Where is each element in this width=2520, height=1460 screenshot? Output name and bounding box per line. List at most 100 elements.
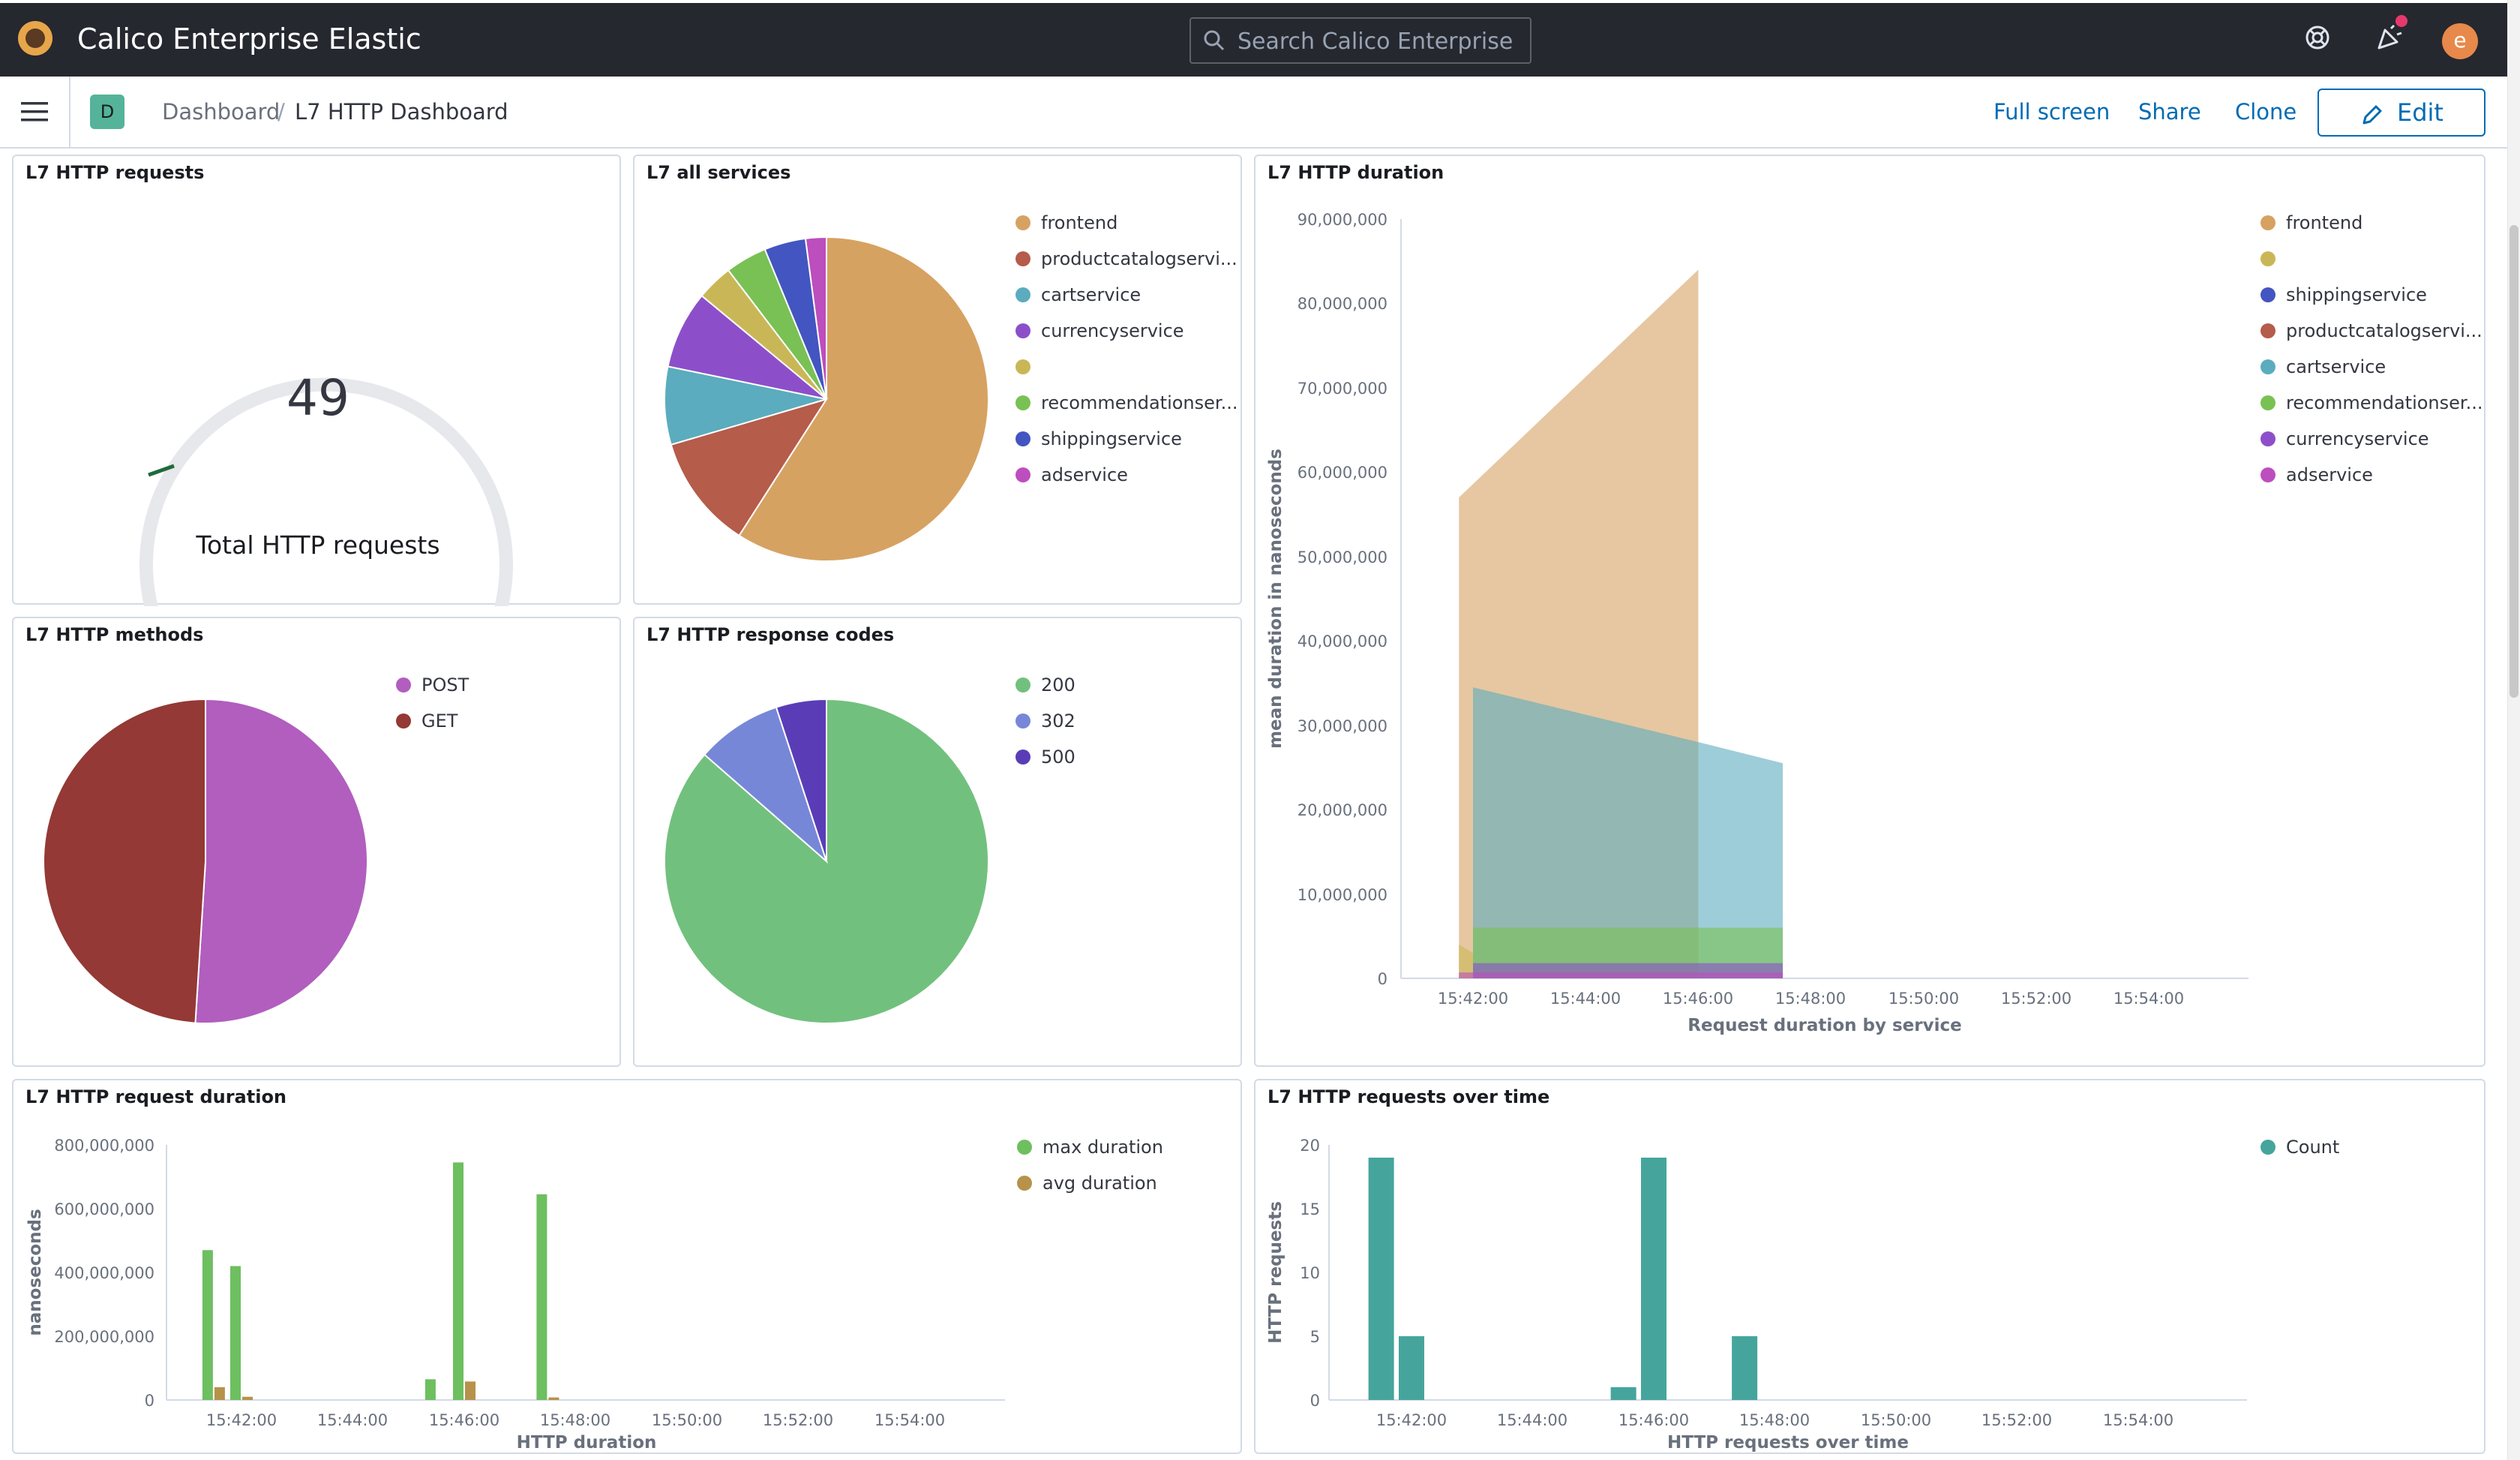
legend-label-productcatalogservice[interactable]: productcatalogservi... xyxy=(2286,320,2482,341)
area-cartservice[interactable] xyxy=(1473,687,1784,978)
legend-dot-max-duration[interactable] xyxy=(1017,1140,1032,1155)
menu-button[interactable] xyxy=(0,77,70,147)
legend-label-cartservice[interactable]: cartservice xyxy=(2286,356,2386,377)
bar-max-duration[interactable] xyxy=(230,1266,241,1401)
legend-label-avg-duration[interactable]: avg duration xyxy=(1042,1173,1157,1194)
bar-count[interactable] xyxy=(1399,1336,1424,1400)
page-scrollbar[interactable] xyxy=(2507,0,2520,1460)
legend-label-cartservice[interactable]: cartservice xyxy=(1041,284,1141,305)
area-adservice[interactable] xyxy=(1459,972,1784,978)
pie-slice-302[interactable] xyxy=(703,706,829,864)
pie-slice-currencyservice[interactable] xyxy=(667,294,827,400)
legend-label-post[interactable]: POST xyxy=(422,674,470,695)
panel-http-duration: 0 10,000,000 20,000,000 30,000,000 40,00… xyxy=(1254,155,2486,1067)
legend-label-get[interactable]: GET xyxy=(422,710,458,732)
legend-dot-currencyservice[interactable] xyxy=(2260,431,2276,446)
pie-slice-cartservice[interactable] xyxy=(664,365,827,446)
full-screen-button[interactable]: Full screen xyxy=(1994,99,2110,125)
legend-dot-500[interactable] xyxy=(1016,750,1030,765)
legend-label-200[interactable]: 200 xyxy=(1041,674,1076,695)
legend-dot-frontend[interactable] xyxy=(2260,215,2276,230)
search-input[interactable]: Search Calico Enterprise xyxy=(1190,17,1532,64)
legend-label-frontend[interactable]: frontend xyxy=(2286,212,2362,233)
legend-dot-adservice[interactable] xyxy=(2260,467,2276,482)
y-tick: 200,000,000 xyxy=(54,1328,154,1346)
panel-title: L7 HTTP requests over time xyxy=(1268,1086,1550,1107)
edit-button[interactable]: Edit xyxy=(2318,89,2486,137)
bar-max-duration[interactable] xyxy=(202,1250,213,1400)
bar-max-duration[interactable] xyxy=(536,1194,548,1400)
x-tick: 15:50:00 xyxy=(652,1411,722,1429)
bar-count[interactable] xyxy=(1732,1336,1758,1400)
area-unnamed[interactable] xyxy=(1459,945,1473,978)
legend-label-adservice[interactable]: adservice xyxy=(2286,464,2373,485)
duration-areas xyxy=(1459,269,1784,978)
legend-label-currencyservice[interactable]: currencyservice xyxy=(2286,428,2429,449)
legend-dot-frontend[interactable] xyxy=(1016,215,1030,230)
pie-slice-adservice[interactable] xyxy=(804,236,827,400)
legend-label-shippingservice[interactable]: shippingservice xyxy=(1041,428,1182,449)
legend-dot-count[interactable] xyxy=(2260,1140,2276,1155)
scrollbar-thumb[interactable] xyxy=(2510,225,2518,698)
legend-dot-post[interactable] xyxy=(396,677,411,692)
pie-slice-frontend[interactable] xyxy=(738,236,989,562)
newsfeed-icon[interactable] xyxy=(2374,23,2404,53)
legend-dot-recommendationservice[interactable] xyxy=(2260,395,2276,410)
bar-avg-duration[interactable] xyxy=(548,1397,560,1400)
legend-dot-200[interactable] xyxy=(1016,677,1030,692)
pie-slice-500[interactable] xyxy=(775,698,827,862)
legend-label-adservice[interactable]: adservice xyxy=(1041,464,1128,485)
user-avatar[interactable]: e xyxy=(2442,23,2478,59)
share-button[interactable]: Share xyxy=(2138,99,2201,125)
clone-button[interactable]: Clone xyxy=(2235,99,2297,125)
calico-logo-icon[interactable] xyxy=(18,21,52,56)
bar-avg-duration[interactable] xyxy=(242,1396,253,1400)
x-tick: 15:46:00 xyxy=(1663,990,1733,1008)
breadcrumb-dashboard[interactable]: Dashboard xyxy=(162,99,280,125)
bar-max-duration[interactable] xyxy=(453,1162,464,1400)
legend-dot-productcatalogservice[interactable] xyxy=(2260,323,2276,338)
legend-dot-recommendationservice[interactable] xyxy=(1016,395,1030,410)
y-axis-title: HTTP requests xyxy=(1266,1201,1286,1344)
legend-label-recommendationservice[interactable]: recommendationser... xyxy=(2286,392,2482,413)
legend-label-currencyservice[interactable]: currencyservice xyxy=(1041,320,1184,341)
pie-slice-get[interactable] xyxy=(42,698,206,1024)
legend-dot-currencyservice[interactable] xyxy=(1016,323,1030,338)
legend-dot-cartservice[interactable] xyxy=(1016,287,1030,302)
pie-slice-productcatalogservi-[interactable] xyxy=(670,398,829,537)
legend-dot-shippingservice[interactable] xyxy=(2260,287,2276,302)
legend-label-max-duration[interactable]: max duration xyxy=(1042,1137,1163,1158)
legend-label-500[interactable]: 500 xyxy=(1041,747,1076,768)
legend-dot-shippingservice[interactable] xyxy=(1016,431,1030,446)
legend-dot-302[interactable] xyxy=(1016,713,1030,728)
legend-label-count[interactable]: Count xyxy=(2286,1137,2339,1158)
bar-count[interactable] xyxy=(1641,1158,1666,1400)
y-tick: 0 xyxy=(1378,970,1388,988)
space-avatar[interactable]: D xyxy=(90,95,124,129)
bar-avg-duration[interactable] xyxy=(465,1381,476,1400)
duration-x-ticks: 15:42:00 15:44:00 15:46:00 15:48:00 15:5… xyxy=(1438,990,2184,1008)
bar-count[interactable] xyxy=(1368,1158,1394,1400)
panel-title: L7 HTTP request duration xyxy=(26,1086,287,1107)
legend-dot-avg-duration[interactable] xyxy=(1017,1176,1032,1191)
duration-legend: frontend shippingservice productcatalogs… xyxy=(2260,212,2482,485)
legend-dot-unnamed[interactable] xyxy=(2260,251,2276,266)
legend-label-recommendationservice[interactable]: recommendationser... xyxy=(1041,392,1238,413)
y-tick: 15 xyxy=(1300,1200,1320,1218)
bar-count[interactable] xyxy=(1610,1387,1636,1400)
legend-dot-get[interactable] xyxy=(396,713,411,728)
legend-label-shippingservice[interactable]: shippingservice xyxy=(2286,284,2427,305)
legend-dot-unnamed[interactable] xyxy=(1016,359,1030,374)
legend-dot-adservice[interactable] xyxy=(1016,467,1030,482)
legend-dot-productcatalogservice[interactable] xyxy=(1016,251,1030,266)
pie-slice-post[interactable] xyxy=(194,698,368,1024)
legend-dot-cartservice[interactable] xyxy=(2260,359,2276,374)
help-icon[interactable] xyxy=(2302,23,2332,53)
bar-avg-duration[interactable] xyxy=(214,1387,225,1400)
panel-title: L7 HTTP requests xyxy=(26,162,205,183)
gauge-track xyxy=(140,377,513,606)
legend-label-productcatalogservice[interactable]: productcatalogservi... xyxy=(1041,248,1238,269)
bar-max-duration[interactable] xyxy=(424,1379,436,1400)
legend-label-frontend[interactable]: frontend xyxy=(1041,212,1118,233)
legend-label-302[interactable]: 302 xyxy=(1041,710,1076,732)
